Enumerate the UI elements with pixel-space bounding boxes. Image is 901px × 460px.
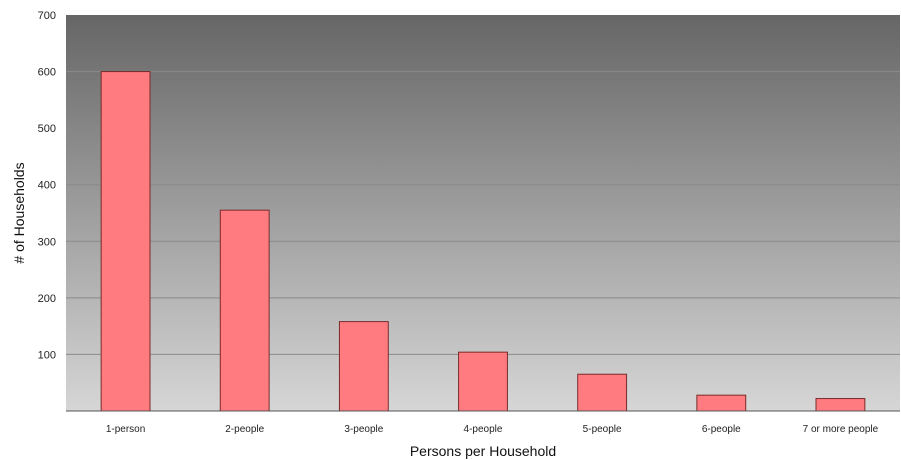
y-axis-ticks: 100 200 300 400 500 600 700 (38, 10, 56, 361)
plot-area (66, 15, 900, 411)
y-tick-label: 100 (38, 349, 56, 361)
x-tick-label: 2-people (225, 424, 264, 435)
bar-1-person (100, 71, 151, 412)
bar-2-people (219, 209, 270, 412)
bar-7-or-more-people (815, 398, 866, 412)
bar-3-people (338, 321, 389, 412)
x-tick-label: 6-people (702, 424, 741, 435)
y-tick-label: 700 (38, 10, 56, 22)
x-axis-title: Persons per Household (410, 443, 556, 459)
bar-6-people (696, 394, 747, 412)
y-tick-label: 300 (38, 236, 56, 248)
bars (100, 71, 866, 412)
x-tick-label: 1-person (106, 424, 145, 435)
x-axis-ticks: 1-person 2-people 3-people 4-people 5-people… (106, 424, 879, 435)
gridlines (66, 71, 900, 355)
x-tick-label: 3-people (344, 424, 383, 435)
y-tick-label: 400 (38, 180, 56, 192)
bar-4-people (458, 351, 508, 412)
y-tick-label: 200 (38, 293, 56, 305)
x-tick-label: 4-people (464, 424, 503, 435)
x-tick-label: 7 or more people (803, 424, 879, 435)
y-tick-label: 600 (38, 67, 56, 79)
bar-5-people (577, 373, 628, 412)
y-tick-label: 500 (38, 123, 56, 135)
x-tick-label: 5-people (583, 424, 622, 435)
y-axis-title: # of Households (11, 162, 27, 263)
